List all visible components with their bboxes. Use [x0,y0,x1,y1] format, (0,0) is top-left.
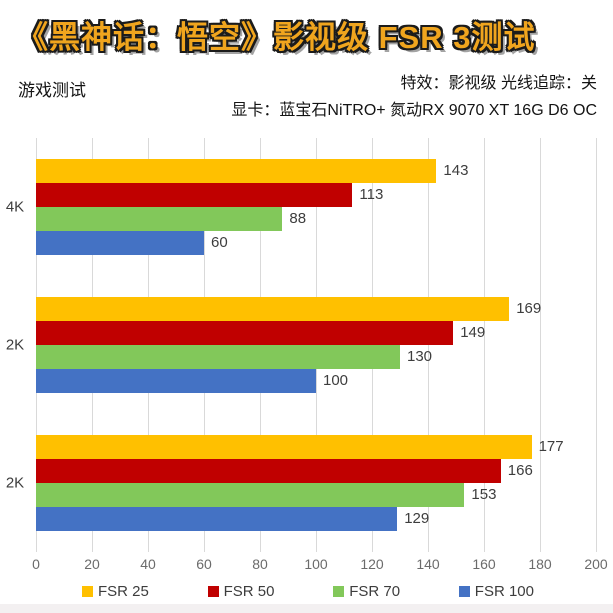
bar [36,483,465,507]
legend-item: FSR 50 [207,583,275,600]
x-axis-tick-label: 20 [84,556,100,572]
x-axis-tick-label: 120 [360,556,384,572]
legend-label: FSR 100 [474,583,534,600]
bar [36,183,353,207]
legend-swatch [82,586,93,597]
bar-value-label: 177 [538,438,564,455]
bar [36,297,510,321]
bar-value-label: 100 [323,372,349,389]
legend-label: FSR 70 [349,583,401,600]
chart-legend: FSR 25 FSR 50 FSR 70 FSR 100 [82,583,534,600]
bar [36,207,283,231]
bar-value-label: 60 [211,234,228,251]
bar-value-label: 143 [443,162,469,179]
x-axis-tick-label: 180 [528,556,552,572]
x-axis-tick-label: 160 [472,556,496,572]
bar-value-label: 130 [407,348,433,365]
gridline [596,138,597,552]
bottom-strip [0,604,613,613]
x-axis-labels: 0 20 40 60 80 100 120 140 160 180 200 [32,556,608,576]
x-axis-tick-label: 80 [252,556,268,572]
x-axis-tick-label: 200 [584,556,608,572]
legend-item: FSR 25 [82,583,149,600]
legend-swatch [207,586,219,597]
page-title: 《黑神话：悟空》影视级 FSR 3测试 [17,20,536,55]
legend-swatch [458,586,470,597]
bar [36,507,398,531]
x-axis-tick-label: 60 [196,556,212,572]
gridline [428,138,429,552]
bar [36,435,532,459]
bar [36,321,454,345]
x-axis-tick-label: 0 [32,556,40,572]
x-axis-tick-label: 140 [416,556,440,572]
bar-value-label: 153 [471,486,497,503]
subtitle-game-test: 游戏测试 [18,81,86,100]
bar [36,345,400,369]
category-label: 4K [5,198,25,216]
bar-value-label: 166 [507,462,533,479]
gridline [540,138,541,552]
legend-swatch [333,586,345,597]
x-axis-tick-label: 40 [140,556,156,572]
bar-value-label: 88 [289,210,307,227]
bar-value-label: 129 [404,510,430,527]
legend-item: FSR 100 [458,583,534,600]
bar [36,231,204,255]
bar-value-label: 113 [359,186,384,203]
settings-line: 特效：影视级 光线追踪：关 [400,75,597,92]
legend-item: FSR 70 [333,583,400,600]
gridline [484,138,485,552]
bar [36,159,437,183]
category-label: 2K [5,336,25,354]
gpu-line: 显卡：蓝宝石NiTRO+ 氮动RX 9070 XT 16G D6 OC [231,102,597,119]
x-axis-tick-label: 100 [304,556,328,572]
bar [36,459,501,483]
bar-value-label: 149 [460,324,486,341]
category-label: 2K [5,474,25,492]
bar [36,369,316,393]
legend-label: FSR 25 [98,583,149,600]
category-labels: 4K 2K 2K [0,138,34,552]
legend-label: FSR 50 [223,583,275,600]
plot-area: 143 113 88 60 169 149 130 100 177 166 153 129 [36,138,597,552]
bar-value-label: 169 [516,300,542,317]
test-settings-block: 特效：影视级 光线追踪：关 显卡：蓝宝石NiTRO+ 氮动RX 9070 XT … [231,70,597,124]
